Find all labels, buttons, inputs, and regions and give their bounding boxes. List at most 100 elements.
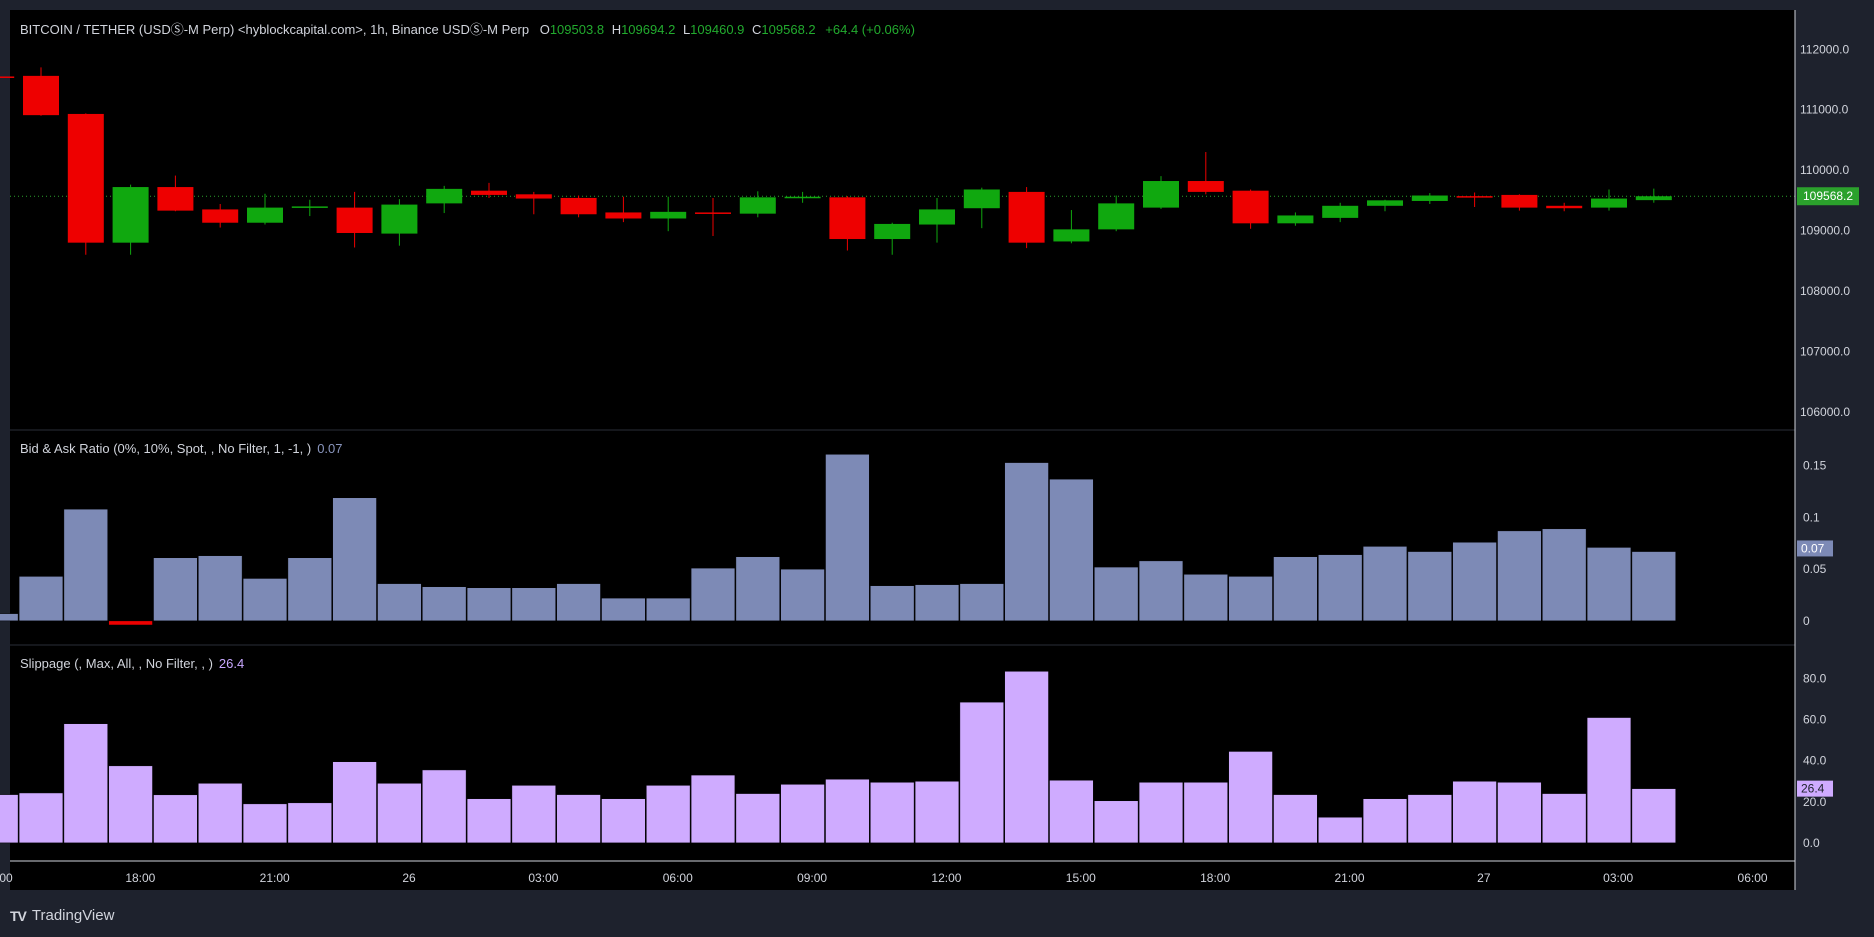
- slippage-bar[interactable]: [422, 769, 467, 844]
- slippage-bar[interactable]: [601, 798, 646, 844]
- slippage-bar[interactable]: [108, 765, 153, 844]
- slippage-bar[interactable]: [0, 794, 19, 844]
- bid-ask-bar[interactable]: [1497, 530, 1542, 622]
- candle[interactable]: [963, 187, 1000, 229]
- symbol-title[interactable]: BITCOIN / TETHER (USDⓈ-M Perp) <hyblockc…: [20, 22, 530, 37]
- candle[interactable]: [471, 182, 507, 198]
- slippage-pane[interactable]: 80.0 60.0 40.0 20.0 0.0 26.4: [0, 671, 1833, 850]
- candle[interactable]: [381, 199, 418, 246]
- slippage-bar[interactable]: [1094, 800, 1139, 844]
- candle[interactable]: [291, 199, 328, 217]
- bid-ask-bar[interactable]: [780, 568, 825, 622]
- candle[interactable]: [1232, 189, 1269, 229]
- candle[interactable]: [247, 193, 283, 225]
- slippage-bar[interactable]: [1452, 780, 1497, 844]
- slippage-bar[interactable]: [287, 802, 332, 844]
- bid-ask-bar[interactable]: [18, 576, 64, 622]
- slippage-bar[interactable]: [1138, 782, 1184, 844]
- bid-ask-bar[interactable]: [1183, 574, 1228, 622]
- slippage-bar[interactable]: [780, 784, 825, 844]
- candle[interactable]: [829, 196, 866, 251]
- slippage-bar[interactable]: [377, 783, 422, 844]
- bid-ask-bar[interactable]: [153, 557, 198, 622]
- slippage-bar[interactable]: [1183, 782, 1228, 844]
- bid-ask-bar[interactable]: [735, 556, 780, 622]
- candle[interactable]: [336, 191, 373, 248]
- bid-ask-bar[interactable]: [1094, 566, 1139, 622]
- bid-ask-bar[interactable]: [825, 454, 870, 622]
- slippage-bar[interactable]: [198, 783, 243, 844]
- candle[interactable]: [560, 195, 597, 218]
- slippage-bar[interactable]: [735, 793, 780, 844]
- candle[interactable]: [1098, 195, 1135, 232]
- candle[interactable]: [1322, 202, 1359, 223]
- bid-ask-bar[interactable]: [690, 567, 736, 622]
- slippage-bar[interactable]: [1273, 794, 1318, 844]
- bid-ask-bar[interactable]: [287, 557, 332, 622]
- bid-ask-bar[interactable]: [1273, 556, 1318, 622]
- bid-ask-bar[interactable]: [108, 620, 153, 626]
- candle[interactable]: [1143, 176, 1179, 209]
- slippage-bar[interactable]: [1049, 779, 1094, 844]
- bid-ask-bar[interactable]: [556, 583, 601, 622]
- bid-ask-bar[interactable]: [646, 597, 691, 622]
- candle[interactable]: [1367, 199, 1403, 212]
- bid-ask-bar[interactable]: [1138, 560, 1184, 622]
- slippage-bar[interactable]: [153, 794, 198, 844]
- candle[interactable]: [874, 222, 911, 255]
- bid-ask-bar[interactable]: [1586, 547, 1632, 622]
- bid-ask-bar[interactable]: [0, 613, 19, 622]
- slippage-bar[interactable]: [466, 798, 512, 844]
- candle[interactable]: [157, 175, 194, 212]
- slippage-bar[interactable]: [646, 785, 691, 844]
- slippage-bar[interactable]: [18, 792, 64, 844]
- bid-ask-bar[interactable]: [1631, 551, 1676, 622]
- bid-ask-bar[interactable]: [1407, 551, 1452, 622]
- slippage-bar[interactable]: [63, 723, 108, 844]
- candle[interactable]: [202, 203, 239, 228]
- bid-ask-bar[interactable]: [1362, 546, 1408, 622]
- candle[interactable]: [515, 191, 552, 215]
- price-pane[interactable]: 112000.0 111000.0 110000.0 109000.0 108000.0…: [0, 42, 1859, 419]
- bid-ask-bar[interactable]: [1004, 462, 1049, 622]
- slippage-bar[interactable]: [1631, 788, 1676, 844]
- candle[interactable]: [112, 184, 149, 255]
- slippage-bar[interactable]: [1004, 671, 1049, 844]
- bid-ask-bar[interactable]: [63, 508, 108, 622]
- slippage-bar[interactable]: [914, 780, 960, 844]
- bid-ask-bar[interactable]: [1318, 554, 1363, 622]
- slippage-bar[interactable]: [1586, 717, 1632, 844]
- bid-ask-bar[interactable]: [242, 578, 288, 622]
- candle[interactable]: [1591, 189, 1627, 211]
- slippage-bar[interactable]: [332, 761, 377, 844]
- bid-ask-bar[interactable]: [1228, 576, 1273, 622]
- slippage-bar[interactable]: [1542, 793, 1587, 844]
- bid-ask-legend[interactable]: Bid & Ask Ratio (0%, 10%, Spot, , No Fil…: [20, 441, 343, 456]
- bid-ask-bar[interactable]: [1542, 528, 1587, 622]
- bid-ask-bar[interactable]: [1452, 541, 1497, 622]
- bid-ask-bar[interactable]: [914, 584, 960, 622]
- slippage-bar[interactable]: [1497, 782, 1542, 844]
- candle[interactable]: [1635, 188, 1672, 203]
- bid-ask-bar[interactable]: [332, 497, 377, 622]
- candle[interactable]: [919, 197, 955, 243]
- slippage-bar[interactable]: [959, 701, 1004, 844]
- bid-ask-bar[interactable]: [870, 585, 915, 622]
- bid-ask-bar[interactable]: [601, 597, 646, 622]
- candle[interactable]: [1187, 152, 1224, 195]
- candle[interactable]: [1008, 187, 1045, 249]
- bid-ask-bar[interactable]: [377, 583, 422, 622]
- bid-ask-bar[interactable]: [1049, 478, 1094, 622]
- candle[interactable]: [1053, 210, 1090, 244]
- slippage-bar[interactable]: [511, 785, 556, 844]
- slippage-bar[interactable]: [825, 778, 870, 844]
- slippage-bar[interactable]: [690, 774, 736, 844]
- tradingview-footer[interactable]: TV TradingView: [10, 907, 114, 924]
- candle[interactable]: [1501, 194, 1538, 211]
- candle[interactable]: [23, 67, 59, 116]
- candle[interactable]: [784, 191, 821, 203]
- bid-ask-bar[interactable]: [422, 586, 467, 622]
- candle[interactable]: [1456, 192, 1493, 208]
- candle[interactable]: [739, 191, 776, 218]
